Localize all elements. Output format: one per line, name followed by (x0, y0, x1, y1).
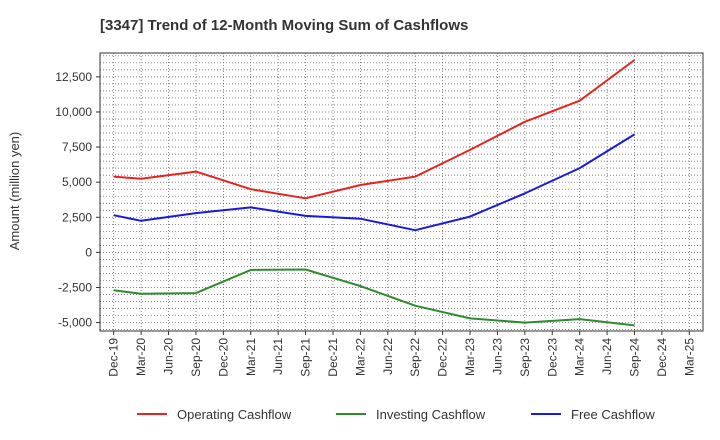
x-tick-label: Jun-22 (381, 338, 395, 375)
series-free-cashflowline (113, 133, 636, 232)
x-tick-label: Jun-20 (162, 338, 176, 375)
y-axis-label: Amount (million yen) (7, 132, 22, 251)
x-tick-label: Mar-20 (134, 338, 148, 376)
legend-label: Free Cashflow (571, 407, 655, 422)
x-tick-label: Dec-22 (436, 338, 450, 377)
series-investing-cashflowline (113, 268, 635, 327)
y-tick-labels: -5,000 -2,500 0 2,500 5,000 7,500 10,000 12,500 (55, 70, 100, 330)
plot-background (100, 53, 703, 331)
y-tick-label: 2,500 (62, 210, 92, 224)
legend: Operating Cashflow Investing Cashflow Free… (137, 407, 655, 422)
x-tick-label: Sep-22 (408, 338, 422, 377)
y-tick-label: 10,000 (55, 105, 92, 119)
x-tick-label: Mar-23 (463, 338, 477, 376)
x-tick-label: Dec-21 (326, 338, 340, 377)
x-tick-label: Jun-21 (271, 338, 285, 375)
x-tick-label: Dec-20 (216, 338, 230, 377)
chart-title: [3347] Trend of 12-Month Moving Sum of C… (100, 17, 468, 34)
x-tick-label: Sep-24 (627, 338, 641, 377)
x-tick-label: Dec-19 (107, 338, 121, 377)
y-tick-label: -2,500 (58, 280, 92, 294)
x-tick-label: Mar-21 (244, 338, 258, 376)
x-tick-label: Mar-25 (682, 338, 696, 376)
series-operating-cashflowline (113, 59, 636, 200)
series-lines (113, 59, 636, 327)
legend-label: Operating Cashflow (177, 407, 292, 422)
y-tick-label: -5,000 (58, 316, 92, 330)
x-tick-label: Sep-23 (518, 338, 532, 377)
x-tick-label: Mar-22 (353, 338, 367, 376)
x-tick-labels: Dec-19 Mar-20 Jun-20 Sep-20 Dec-20 Mar-21 Jun-… (107, 331, 696, 377)
plot-area (99, 52, 704, 332)
plot-frame (99, 52, 704, 332)
legend-label: Investing Cashflow (376, 407, 486, 422)
y-tick-label: 5,000 (62, 175, 92, 189)
x-tick-label: Sep-21 (299, 338, 313, 377)
y-tick-label: 0 (85, 245, 92, 259)
x-tick-label: Jun-24 (600, 338, 614, 375)
x-tick-label: Dec-24 (655, 338, 669, 377)
x-tick-label: Sep-20 (189, 338, 203, 377)
x-tick-label: Jun-23 (490, 338, 504, 375)
x-tick-label: Dec-23 (545, 338, 559, 377)
y-tick-label: 7,500 (62, 140, 92, 154)
y-tick-label: 12,500 (55, 70, 92, 84)
x-tick-label: Mar-24 (573, 338, 587, 376)
